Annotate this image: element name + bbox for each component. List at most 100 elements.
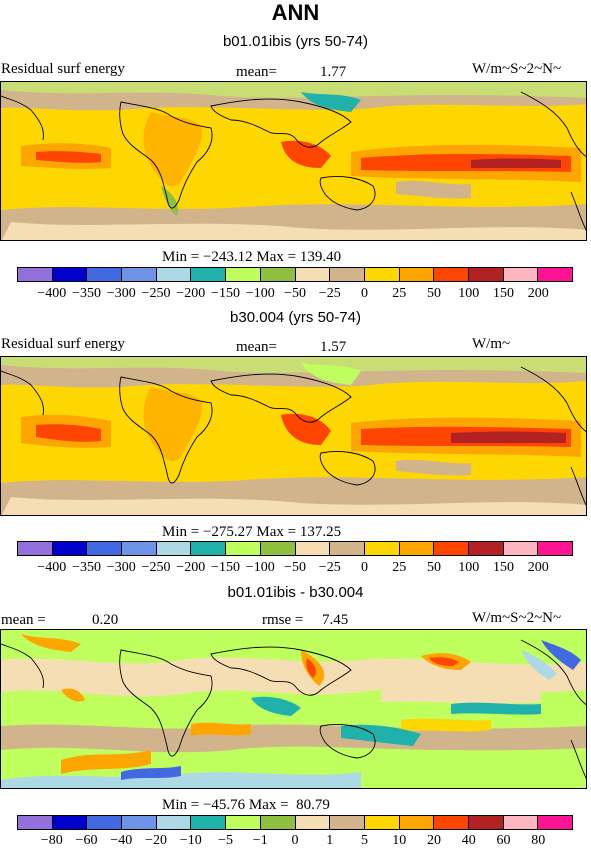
tick-label: −250 <box>141 286 171 301</box>
tick-label: −350 <box>72 286 101 301</box>
colorbar-swatch <box>364 542 400 555</box>
colorbar-swatch <box>295 268 331 281</box>
colorbar-swatch <box>191 542 227 555</box>
tick-label: 200 <box>527 560 549 575</box>
panel1-min-max: Min = −243.12 Max = 139.40 <box>162 249 342 265</box>
tick-label: −150 <box>211 286 240 301</box>
panel3-colorbar-ticks: −80 −60 −40 −20 −10 −5 −1 0 1 5 10 20 40… <box>17 833 573 849</box>
panel3-rmse-value: 7.45 <box>322 612 349 628</box>
panel2-mean-value: 1.57 <box>320 339 347 355</box>
tick-label: 100 <box>458 286 480 301</box>
colorbar-swatch <box>52 542 88 555</box>
tick-label: −60 <box>75 833 98 848</box>
panel1-colorbar-ticks: −400 −350 −300 −250 −200 −150 −100 −50 −… <box>17 286 573 302</box>
colorbar-swatch <box>399 268 435 281</box>
colorbar-swatch <box>468 268 504 281</box>
tick-label: −200 <box>176 286 206 301</box>
panel1-mean-label: mean= <box>236 64 277 80</box>
tick-label: 0 <box>361 286 368 301</box>
panel1-units: W/m~S~2~N~ <box>472 61 562 77</box>
tick-label: 200 <box>527 286 549 301</box>
tick-label: −50 <box>284 286 306 301</box>
tick-label: 50 <box>427 560 441 575</box>
tick-label: −100 <box>245 286 275 301</box>
colorbar-swatch <box>468 816 504 829</box>
colorbar-swatch <box>468 542 504 555</box>
panel2-colorbar <box>17 541 573 556</box>
colorbar-swatch <box>156 268 192 281</box>
tick-label: −250 <box>141 560 171 575</box>
tick-label: −150 <box>211 560 240 575</box>
tick-label: 100 <box>458 560 480 575</box>
tick-label: 150 <box>493 560 514 575</box>
colorbar-swatch <box>260 268 296 281</box>
tick-label: −20 <box>145 833 167 848</box>
panel1-title: b01.01ibis (yrs 50-74) <box>222 33 369 50</box>
colorbar-swatch <box>330 542 365 555</box>
colorbar-swatch <box>364 268 400 281</box>
colorbar-swatch <box>330 268 365 281</box>
colorbar-swatch <box>260 816 296 829</box>
panel2-colorbar-ticks: −400 −350 −300 −250 −200 −150 −100 −50 −… <box>17 560 573 576</box>
colorbar-swatch <box>191 816 227 829</box>
colorbar-swatch <box>18 268 53 281</box>
panel2-min-max: Min = −275.27 Max = 137.25 <box>162 524 342 540</box>
panel2-title: b30.004 (yrs 50-74) <box>230 309 361 326</box>
colorbar-swatch <box>226 816 261 829</box>
colorbar-swatch <box>434 816 469 829</box>
colorbar-swatch <box>18 816 53 829</box>
panel3-map <box>0 629 587 789</box>
panel2-units: W/m~ <box>472 336 511 352</box>
colorbar-swatch <box>156 816 192 829</box>
panel3-rmse-label: rmse = <box>262 612 304 628</box>
colorbar-swatch <box>260 542 296 555</box>
tick-label: −50 <box>284 560 306 575</box>
colorbar-swatch <box>122 268 157 281</box>
panel1-mean-value: 1.77 <box>320 64 347 80</box>
colorbar-swatch <box>503 268 539 281</box>
tick-label: −300 <box>106 560 136 575</box>
tick-label: 40 <box>461 833 476 848</box>
tick-label: 80 <box>531 833 546 848</box>
panel2-map <box>0 356 587 516</box>
tick-label: 5 <box>361 833 368 848</box>
tick-label: −100 <box>245 560 275 575</box>
colorbar-swatch <box>364 816 400 829</box>
panel2-mean-label: mean= <box>236 339 277 355</box>
panel1-colorbar <box>17 267 573 282</box>
colorbar-swatch <box>156 542 192 555</box>
panel3-min-max: Min = −45.76 Max = 80.79 <box>162 797 330 813</box>
tick-label: −40 <box>110 833 133 848</box>
colorbar-swatch <box>122 542 157 555</box>
figure-title: ANN <box>271 0 320 25</box>
panel1-map <box>0 81 587 241</box>
colorbar-swatch <box>503 816 539 829</box>
tick-label: 150 <box>493 286 514 301</box>
tick-label: −25 <box>318 286 341 301</box>
colorbar-swatch <box>538 542 572 555</box>
colorbar-swatch <box>122 816 157 829</box>
tick-label: −300 <box>106 286 136 301</box>
panel3-mean-label: mean = <box>1 612 46 628</box>
colorbar-swatch <box>330 816 365 829</box>
panel3-colorbar <box>17 815 573 830</box>
tick-label: 60 <box>496 833 511 848</box>
tick-label: −350 <box>72 560 101 575</box>
colorbar-swatch <box>295 542 331 555</box>
tick-label: 0 <box>361 560 368 575</box>
tick-label: 10 <box>392 833 407 848</box>
colorbar-swatch <box>191 268 227 281</box>
tick-label: 1 <box>326 833 334 848</box>
tick-label: 25 <box>392 286 407 301</box>
colorbar-swatch <box>538 816 572 829</box>
tick-label: 50 <box>427 286 441 301</box>
tick-label: −80 <box>40 833 63 848</box>
colorbar-swatch <box>538 268 572 281</box>
tick-label: 0 <box>291 833 299 848</box>
colorbar-swatch <box>503 542 539 555</box>
colorbar-swatch <box>18 542 53 555</box>
tick-label: −200 <box>176 560 206 575</box>
colorbar-swatch <box>87 542 123 555</box>
tick-label: −1 <box>252 833 268 848</box>
colorbar-swatch <box>226 268 261 281</box>
